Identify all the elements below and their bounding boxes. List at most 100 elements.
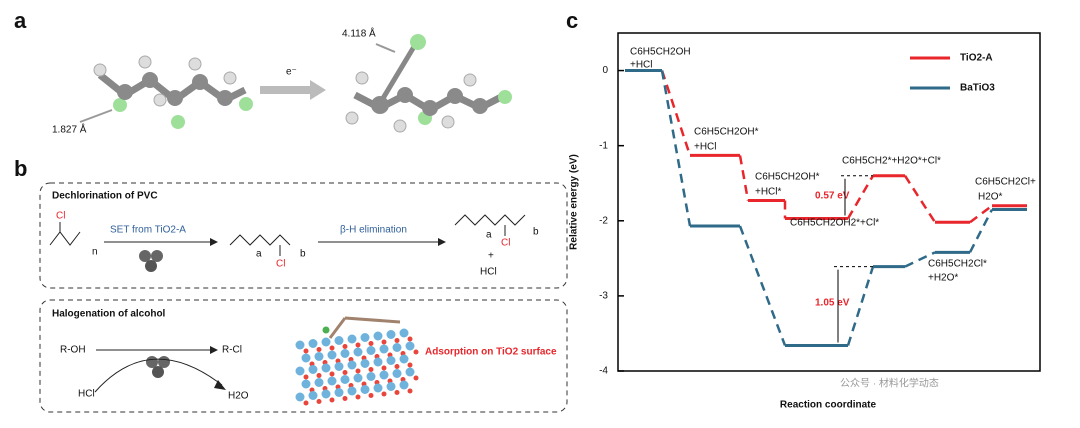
atom-o — [329, 371, 335, 377]
connector — [903, 175, 937, 223]
atom-ti — [386, 330, 396, 339]
atom-ti — [360, 333, 370, 342]
atom-ti — [392, 343, 402, 352]
catalyst — [158, 356, 170, 368]
atom-c — [117, 84, 133, 100]
connector — [846, 175, 875, 220]
atom-ti — [399, 328, 409, 338]
atom-ti — [314, 378, 324, 387]
reactant: R-OH — [60, 345, 86, 356]
state-label: C6H5CH2OH* — [694, 127, 759, 138]
state-label: +H2O* — [928, 273, 958, 284]
atom-h — [355, 71, 369, 85]
atom-ti — [366, 346, 376, 355]
step-label: SET from TiO2-A — [110, 225, 186, 236]
value-annotation: 1.05 eV — [815, 298, 850, 309]
structure — [229, 234, 291, 246]
curved-arrow — [94, 358, 223, 393]
y-axis-label: Relative energy (eV) — [569, 154, 580, 250]
atom-ti — [373, 331, 383, 341]
atom-o — [394, 390, 400, 395]
atom-o — [368, 341, 374, 346]
atom-ti — [340, 349, 350, 358]
atom-h — [188, 57, 202, 71]
plot-frame — [617, 32, 1041, 372]
connector — [968, 208, 994, 253]
connector — [738, 225, 787, 346]
annotation: Adsorption on TiO2 surface — [425, 347, 557, 358]
atom-o — [342, 344, 348, 349]
atom-h — [138, 55, 152, 69]
plus: + — [488, 251, 494, 262]
connector — [660, 70, 692, 227]
atom-o — [394, 338, 400, 343]
atom-o — [407, 336, 413, 342]
panel-label: c — [566, 8, 578, 33]
atom-ti — [353, 347, 363, 357]
atom-ti — [321, 389, 331, 399]
atom-h — [441, 115, 455, 129]
y-tick-label: -4 — [599, 366, 608, 377]
atom-o — [381, 339, 387, 345]
atom-o — [316, 373, 322, 378]
atom-h — [393, 119, 407, 133]
atom-ti — [347, 360, 357, 370]
atom-ti — [334, 336, 344, 345]
panel-label: a — [14, 8, 27, 33]
atom: Cl — [276, 259, 285, 270]
catalyst — [145, 260, 157, 272]
value-annotation: 0.57 eV — [815, 191, 850, 202]
atom-ti — [308, 391, 318, 400]
state-label: C6H5CH2OH2*+Cl* — [790, 218, 879, 229]
atom-ti — [386, 356, 396, 365]
atom-o — [413, 349, 419, 355]
arrowhead — [438, 238, 446, 246]
surface-model — [295, 316, 419, 406]
state-label: C6H5CH2Cl* — [928, 259, 987, 270]
state-label: H2O* — [978, 192, 1003, 203]
atom-h — [463, 73, 477, 87]
panel-label: b — [14, 156, 27, 181]
connector — [738, 155, 750, 201]
atom-o — [355, 394, 361, 400]
atom-h — [345, 111, 359, 125]
atom-ti — [295, 366, 305, 376]
product: R-Cl — [222, 345, 242, 356]
atom-ti — [399, 380, 409, 390]
atom-o — [329, 345, 335, 351]
atom-o — [413, 375, 419, 381]
atom-o — [394, 364, 400, 369]
arrow — [260, 80, 326, 100]
atom-cl — [322, 326, 330, 334]
atom-ti — [308, 339, 318, 348]
subscript: b — [533, 227, 539, 238]
atom-o — [316, 399, 322, 404]
state-label: C6H5CH2Cl+ — [975, 177, 1036, 188]
atom-c — [397, 87, 413, 103]
atom-ti — [353, 373, 363, 383]
atom-c — [371, 96, 389, 114]
reactant: HCl — [78, 389, 95, 400]
atom-ti — [405, 367, 415, 377]
atom: Cl — [56, 211, 65, 222]
arrowhead — [210, 238, 218, 246]
x-axis-label: Reaction coordinate — [780, 400, 877, 411]
state-label: +HCl — [694, 142, 717, 153]
box-title: Dechlorination of PVC — [52, 191, 158, 202]
atom-ti — [366, 372, 376, 381]
atom-o — [303, 374, 309, 380]
product: HCl — [480, 267, 497, 278]
atom-o — [316, 347, 322, 352]
y-tick-label: -1 — [599, 140, 608, 151]
atom-ti — [295, 340, 305, 350]
atom-ti — [379, 344, 389, 354]
atom: Cl — [501, 238, 510, 249]
atom-h — [153, 93, 167, 107]
atom-ti — [314, 352, 324, 361]
atom-o — [355, 342, 361, 348]
atom-cl — [113, 98, 127, 112]
atom-o — [303, 348, 309, 354]
bond — [379, 43, 418, 102]
